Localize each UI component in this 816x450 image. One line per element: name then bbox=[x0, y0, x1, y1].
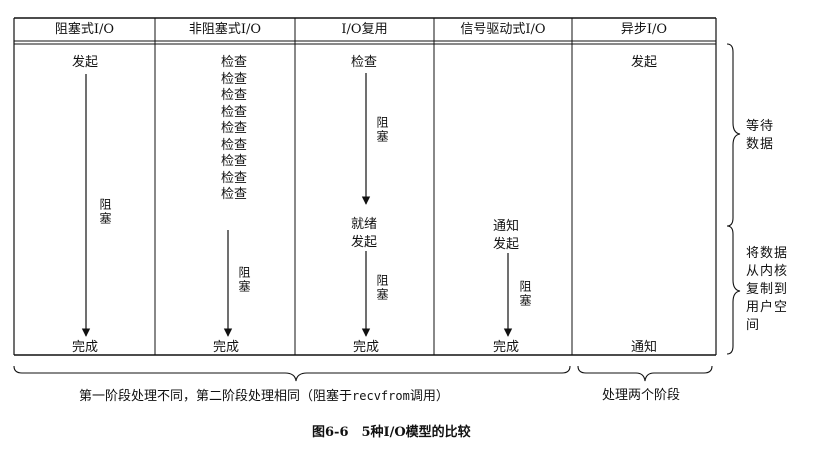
col2-done: 完成 bbox=[213, 340, 240, 355]
col3-block1-label: 阻塞 bbox=[375, 116, 389, 144]
col3-check: 检查 bbox=[351, 55, 378, 70]
col4-notify: 通知 bbox=[493, 219, 520, 234]
side-wait-data-label: 等待 数据 bbox=[746, 119, 775, 152]
col1-block-label: 阻塞 bbox=[98, 198, 112, 226]
phase-one-label: 第一阶段处理不同，第二阶段处理相同（阻塞于recvfrom调用） bbox=[79, 389, 449, 404]
brace-phase-one bbox=[13, 365, 571, 382]
col4-block-label: 阻塞 bbox=[518, 280, 532, 308]
phase-two-label: 处理两个阶段 bbox=[602, 388, 681, 403]
col5-notify: 通知 bbox=[631, 340, 658, 355]
brace-copy-data bbox=[726, 225, 741, 355]
brace-wait-data bbox=[726, 43, 741, 227]
col2-check: 检查 bbox=[220, 137, 247, 153]
figure-caption: 图6-6 5种I/O模型的比较 bbox=[312, 425, 471, 440]
header-io-multiplexing: I/O复用 bbox=[341, 22, 388, 37]
table-frame bbox=[13, 17, 717, 356]
col2-check-list: 检查 检查 检查 检查 检查 检查 检查 检查 检查 bbox=[204, 55, 264, 204]
col2-check: 检查 bbox=[220, 55, 247, 70]
col4-done: 完成 bbox=[493, 340, 520, 355]
col2-check: 检查 bbox=[220, 121, 247, 136]
col4-start: 发起 bbox=[493, 237, 520, 252]
col2-check: 检查 bbox=[220, 170, 247, 186]
col2-check: 检查 bbox=[220, 104, 247, 120]
col2-check: 检查 bbox=[220, 187, 247, 202]
header-signal-driven-io: 信号驱动式I/O bbox=[460, 22, 546, 37]
side-copy-data-label: 将数据 从内核 复制到 用户空 间 bbox=[746, 246, 789, 333]
col5-start: 发起 bbox=[631, 55, 658, 70]
col3-start: 发起 bbox=[351, 235, 378, 250]
col2-check: 检查 bbox=[220, 88, 247, 103]
col3-ready: 就绪 bbox=[351, 217, 378, 232]
col2-block-label: 阻塞 bbox=[237, 266, 251, 294]
col2-check: 检查 bbox=[220, 154, 247, 169]
header-nonblocking-io: 非阻塞式I/O bbox=[188, 22, 262, 37]
col1-done: 完成 bbox=[72, 340, 99, 355]
header-blocking-io: 阻塞式I/O bbox=[54, 22, 115, 37]
col3-block2-label: 阻塞 bbox=[375, 274, 389, 302]
col2-check: 检查 bbox=[220, 71, 247, 87]
brace-phase-two bbox=[577, 365, 713, 382]
header-async-io: 异步I/O bbox=[620, 22, 668, 37]
col1-start: 发起 bbox=[72, 55, 99, 70]
col3-done: 完成 bbox=[353, 340, 380, 355]
